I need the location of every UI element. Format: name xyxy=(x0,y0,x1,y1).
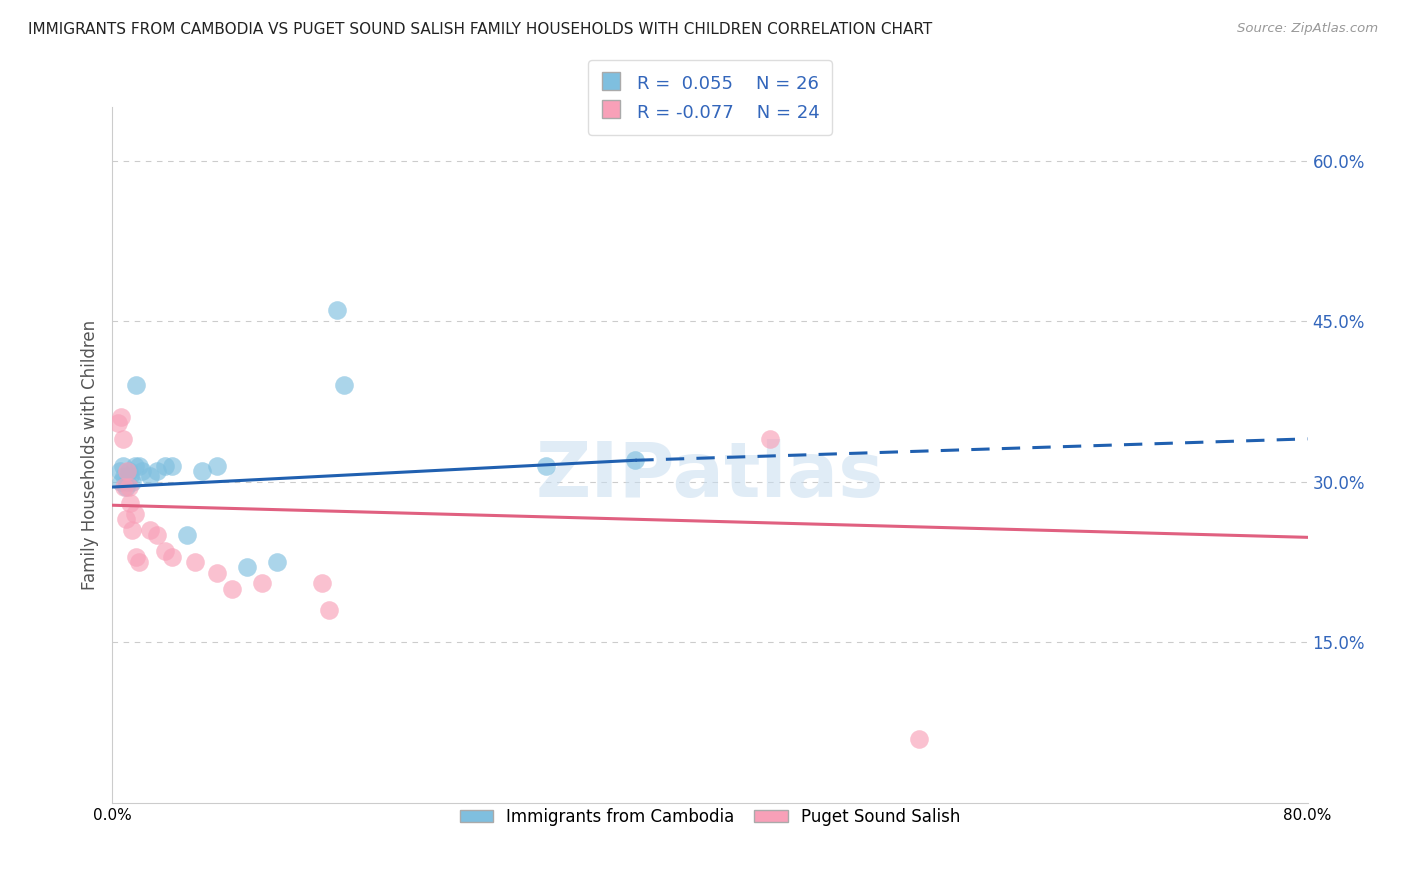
Point xyxy=(108,464,131,478)
Point xyxy=(131,464,153,478)
Point xyxy=(111,432,134,446)
Point xyxy=(114,469,135,483)
Point xyxy=(118,480,141,494)
Point xyxy=(624,453,647,467)
Point xyxy=(176,528,198,542)
Point xyxy=(120,496,142,510)
Legend: Immigrants from Cambodia, Puget Sound Salish: Immigrants from Cambodia, Puget Sound Sa… xyxy=(453,801,967,833)
Point xyxy=(117,475,139,489)
Point xyxy=(221,582,243,596)
Point xyxy=(115,512,138,526)
Point xyxy=(908,731,931,746)
Point xyxy=(125,549,148,564)
Point xyxy=(111,458,134,473)
Point xyxy=(110,475,132,489)
Point xyxy=(115,480,138,494)
Text: Source: ZipAtlas.com: Source: ZipAtlas.com xyxy=(1237,22,1378,36)
Point xyxy=(125,378,148,392)
Point xyxy=(318,603,340,617)
Point xyxy=(139,469,162,483)
Point xyxy=(205,458,228,473)
Point xyxy=(121,475,143,489)
Text: ZIPatlas: ZIPatlas xyxy=(536,439,884,513)
Point xyxy=(153,458,176,473)
Point xyxy=(191,464,214,478)
Point xyxy=(183,555,205,569)
Text: IMMIGRANTS FROM CAMBODIA VS PUGET SOUND SALISH FAMILY HOUSEHOLDS WITH CHILDREN C: IMMIGRANTS FROM CAMBODIA VS PUGET SOUND … xyxy=(28,22,932,37)
Point xyxy=(121,523,143,537)
Point xyxy=(266,555,288,569)
Point xyxy=(162,549,183,564)
Point xyxy=(107,416,129,430)
Point xyxy=(311,576,333,591)
Point xyxy=(146,528,169,542)
Point xyxy=(162,458,183,473)
Point xyxy=(250,576,273,591)
Point xyxy=(120,469,142,483)
Point xyxy=(128,555,150,569)
Point xyxy=(146,464,169,478)
Point xyxy=(153,544,176,558)
Point xyxy=(118,464,141,478)
Point xyxy=(325,303,347,318)
Point xyxy=(759,432,782,446)
Point xyxy=(236,560,259,574)
Point xyxy=(124,507,146,521)
Point xyxy=(117,464,139,478)
Point xyxy=(139,523,162,537)
Point xyxy=(114,480,135,494)
Point xyxy=(205,566,228,580)
Point xyxy=(333,378,356,392)
Y-axis label: Family Households with Children: Family Households with Children xyxy=(80,320,98,590)
Point xyxy=(124,458,146,473)
Point xyxy=(128,458,150,473)
Point xyxy=(110,410,132,425)
Point xyxy=(534,458,557,473)
